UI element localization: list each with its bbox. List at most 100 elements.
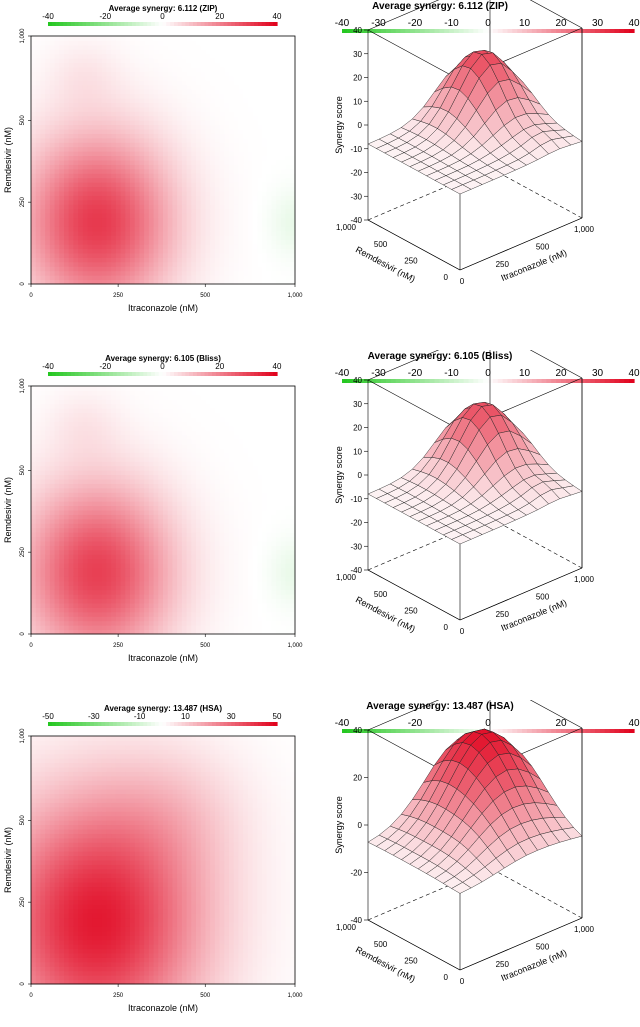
zip-heatmap-heat-cell [92,84,98,90]
zip-heatmap-heat-cell [125,40,131,46]
bliss-heatmap-heat-cell [49,558,56,564]
zip-heatmap-heat-cell [271,248,277,254]
zip-heatmap-heat-cell [181,244,188,250]
zip-heatmap-heat-cell [78,266,84,272]
zip-heatmap-heat-cell [158,111,164,117]
zip-heatmap-heat-cell [106,222,112,227]
zip-heatmap-heat-cell [78,213,84,219]
zip-heatmap-colorbar-segment [143,22,148,26]
zip-heatmap-heat-cell [163,84,169,90]
bliss-heatmap-heat-cell [40,390,46,396]
zip-heatmap-heat-cell [97,124,103,130]
zip-heatmap-heat-cell [111,186,117,192]
zip-heatmap-heat-cell [276,173,282,179]
zip-heatmap-heat-cell [35,115,41,121]
bliss-heatmap-heat-cell [45,425,51,431]
bliss-heatmap-heat-cell [139,465,145,471]
zip-heatmap-heat-cell [172,36,178,41]
bliss-heatmap-heat-cell [78,616,84,622]
zip-heatmap-heat-cell [68,257,74,263]
zip-heatmap-heat-cell [87,275,93,281]
zip-heatmap-heat-cell [229,133,235,139]
bliss-heatmap-heat-cell [59,394,65,400]
zip-heatmap-heat-cell [167,168,173,174]
bliss-heatmap-heat-cell [87,492,93,498]
zip-heatmap-heat-cell [243,115,249,121]
bliss-heatmap-heat-cell [87,576,93,582]
bliss-heatmap-heat-cell [134,580,140,586]
zip-heatmap-heat-cell [280,58,287,64]
zip-heatmap-heat-cell [163,71,169,77]
zip-heatmap-heat-cell [186,244,192,250]
zip-heatmap-heat-cell [49,89,56,95]
bliss-heatmap-colorbar-segment [93,372,99,376]
bliss-heatmap-heat-cell [59,518,65,524]
zip-heatmap-heat-cell [243,142,249,148]
zip-heatmap-colorbar-segment [135,22,141,26]
zip-heatmap-heat-cell [186,115,192,121]
bliss-heatmap-heat-cell [148,603,155,608]
zip-heatmap-heat-cell [163,168,169,174]
zip-heatmap-heat-cell [276,142,282,148]
zip-heatmap-heat-cell [266,168,272,174]
bliss-heatmap-heat-cell [106,417,112,422]
bliss-heatmap-heat-cell [78,585,84,591]
bliss-heatmap-heat-cell [139,620,145,626]
zip-heatmap-heat-cell [276,248,282,254]
zip-heatmap-heat-cell [210,102,216,108]
bliss-heatmap-heat-cell [111,580,117,586]
bliss-heatmap-heat-cell [101,629,107,635]
zip-heatmap-heat-cell [45,186,51,192]
zip-heatmap-heat-cell [290,186,296,192]
zip-heatmap-heat-cell [167,266,173,272]
zip-heatmap-heat-cell [186,222,192,227]
bliss-heatmap-colorbar-segment [59,372,64,376]
zip-heatmap-heat-cell [158,191,164,196]
zip-heatmap-heat-cell [181,160,188,165]
bliss-heatmap-heat-cell [82,456,89,462]
bliss-heatmap-heat-cell [40,386,46,391]
zip-heatmap-heat-cell [49,155,56,161]
zip-heatmap-heat-cell [82,111,89,117]
zip-heatmap-heat-cell [87,40,93,46]
zip-heatmap-heat-cell [200,191,206,196]
zip-heatmap-heat-cell [59,58,65,64]
zip-heatmap-heat-cell [54,230,60,236]
zip-heatmap-heat-cell [97,173,103,179]
zip-heatmap-heat-cell [139,49,145,55]
zip-heatmap-heat-cell [78,248,84,254]
zip-heatmap-heat-cell [134,253,140,258]
zip-heatmap-heat-cell [115,58,122,64]
zip-heatmap-heat-cell [97,186,103,192]
zip-heatmap-heat-cell [186,129,192,134]
bliss-heatmap-heat-cell [92,589,98,595]
zip-heatmap-heat-cell [148,199,155,205]
zip-heatmap-heat-cell [243,93,249,99]
zip-heatmap-heat-cell [262,67,268,72]
zip-heatmap-heat-cell [290,137,296,143]
zip-heatmap-heat-cell [97,89,103,95]
bliss-heatmap-heat-cell [139,434,145,440]
bliss-heatmap-heat-cell [64,594,70,600]
zip-heatmap-heat-cell [290,173,296,179]
zip-heatmap-heat-cell [224,93,230,99]
bliss-heatmap-heat-cell [54,536,60,542]
bliss-heatmap-heat-cell [78,576,84,582]
bliss-heatmap-heat-cell [59,417,65,422]
zip-heatmap-heat-cell [205,44,211,50]
zip-heatmap-heat-cell [82,222,89,227]
zip-heatmap-x-tick: 1,000 [287,293,303,299]
zip-heatmap-heat-cell [101,36,107,41]
bliss-heatmap-colorbar-segment [48,372,53,376]
zip-heatmap-heat-cell [130,235,136,241]
zip-heatmap-heat-cell [139,155,145,161]
bliss-heatmap-heat-cell [68,598,74,604]
bliss-heatmap-heat-cell [97,479,103,484]
zip-heatmap-heat-cell [115,204,122,210]
zip-heatmap-heat-cell [285,244,291,250]
zip-heatmap-heat-cell [238,226,244,232]
bliss-heatmap-heat-cell [97,536,103,542]
zip-heatmap-heat-cell [106,173,112,179]
zip-heatmap-heat-cell [219,146,225,152]
zip-heatmap-heat-cell [262,129,268,134]
